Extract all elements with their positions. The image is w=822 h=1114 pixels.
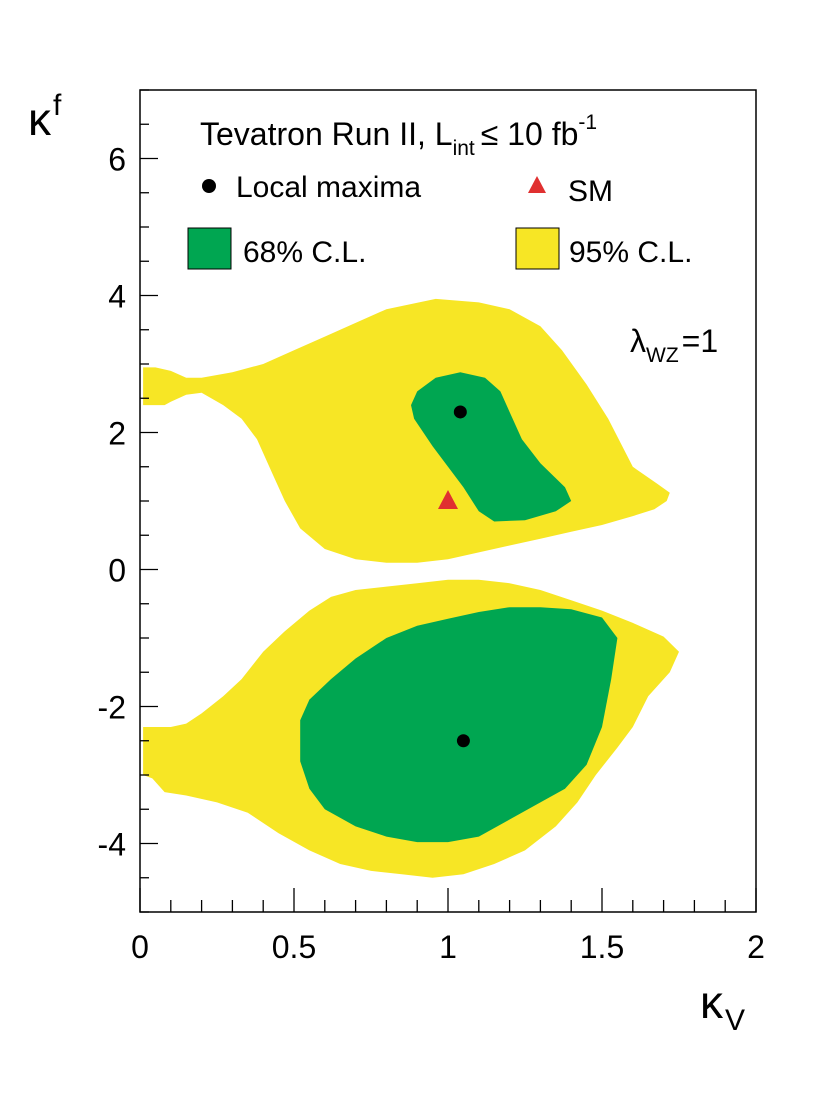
chart-title: Tevatron Run II, Lint ≤ 10 fb-1 xyxy=(200,111,597,160)
region-68-cl-1 xyxy=(411,372,572,522)
tick-labels: 0 0.5 1 1.5 2 -4 -2 0 2 4 6 xyxy=(98,142,765,966)
legend-68-swatch xyxy=(187,227,232,270)
legend-95-swatch xyxy=(515,227,560,270)
y-tick-label: 6 xyxy=(108,142,126,178)
legend-local-maxima-label: Local maxima xyxy=(236,171,421,204)
local-maximum-point-0 xyxy=(453,405,467,419)
y-tick-label: -4 xyxy=(98,827,126,863)
legend-95-label: 95% C.L. xyxy=(569,236,692,269)
x-tick-label: 1.5 xyxy=(580,929,624,965)
y-axis-label: κf xyxy=(28,89,62,145)
region-95-cl-0 xyxy=(143,298,670,563)
local-maximum-point-1 xyxy=(456,734,470,748)
legend: Local maxima SM 68% C.L. 95% C.L. xyxy=(187,171,692,270)
lambda-wz-annotation: λWZ=1 xyxy=(630,323,718,367)
legend-sm-label: SM xyxy=(568,175,613,208)
axis-ticks xyxy=(139,89,757,913)
sm-point xyxy=(438,490,458,509)
y-tick-label: -2 xyxy=(98,690,126,726)
x-tick-label: 1 xyxy=(439,929,457,965)
x-tick-label: 0.5 xyxy=(272,929,316,965)
x-tick-label: 0 xyxy=(131,929,149,965)
region-68-cl-3 xyxy=(300,607,618,843)
confidence-regions xyxy=(143,298,680,878)
markers xyxy=(438,405,470,748)
x-tick-label: 2 xyxy=(747,929,765,965)
y-tick-label: 2 xyxy=(108,416,126,452)
legend-sm-marker xyxy=(528,176,546,193)
y-tick-label: 4 xyxy=(108,279,126,315)
legend-local-maxima-marker xyxy=(202,179,216,193)
x-axis-label: κV xyxy=(700,976,745,1037)
legend-68-label: 68% C.L. xyxy=(243,236,366,269)
y-tick-label: 0 xyxy=(108,553,126,589)
